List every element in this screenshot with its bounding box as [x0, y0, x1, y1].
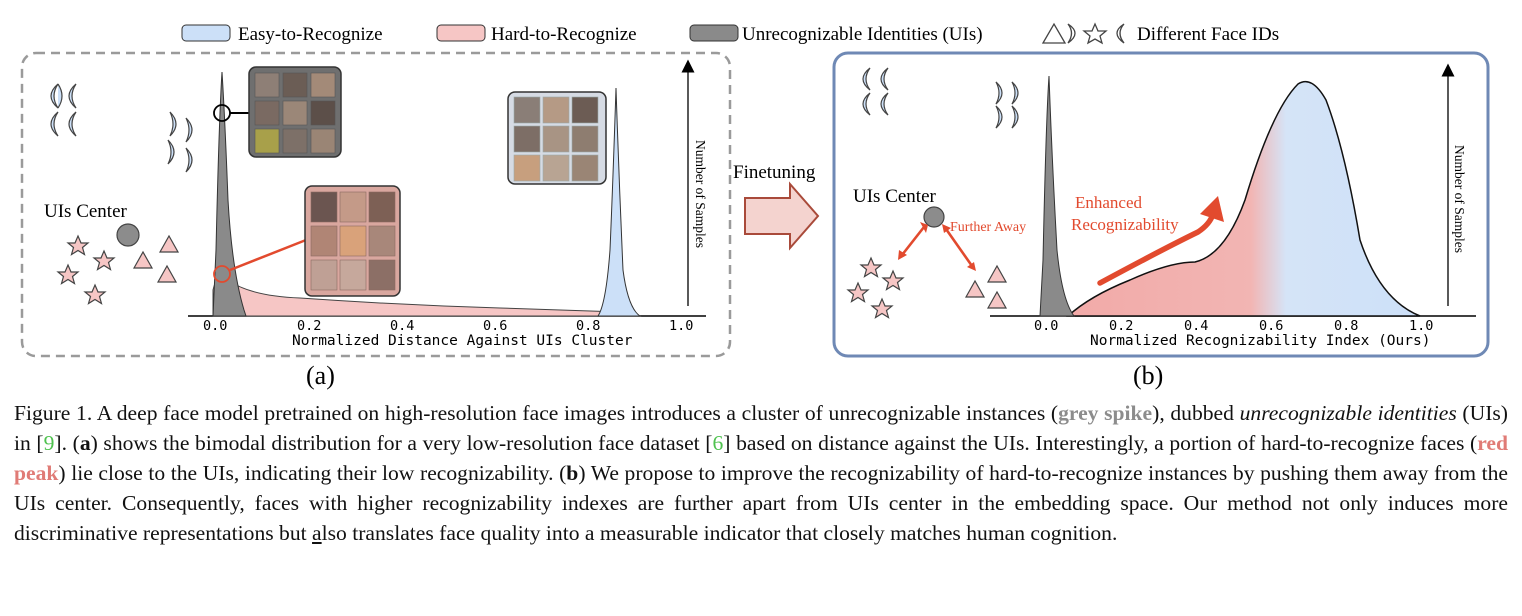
moon-cluster-a2 — [167, 111, 193, 173]
triangle-cluster-b — [964, 264, 1008, 309]
panel-a-red-marker — [213, 265, 231, 283]
panel-a-tick: 0.6 — [483, 318, 507, 334]
panel-a-tick: 0.4 — [390, 318, 414, 334]
panel-a-tick: 0.0 — [203, 318, 227, 334]
panel-b-enhanced-line1: Enhanced — [1075, 193, 1143, 212]
panel-b-y-label: Number of Samples — [1452, 145, 1467, 253]
panel-b-tick: 0.2 — [1109, 318, 1133, 334]
panel-b-enhanced-arrow — [1097, 211, 1216, 286]
caption-text: A deep face model pretrained on high-res… — [92, 401, 1059, 425]
panel-b-push-arrows — [898, 222, 976, 271]
panel-b: UIs Center Further Away Number of Sample… — [832, 51, 1490, 390]
finetuning-label: Finetuning — [733, 162, 816, 183]
caption-text: ), dubbed — [1152, 401, 1240, 425]
panel-b-tick: 1.0 — [1409, 318, 1433, 334]
caption-text: ) shows the bimodal distribution for a v… — [90, 431, 713, 455]
moon-cluster-b1 — [862, 67, 889, 116]
panel-a-ui-center-dot — [116, 223, 140, 247]
panel-a-hard-face-tiles — [310, 191, 396, 291]
figure-1: Easy-to-Recognize Hard-to-Recognize Unre… — [20, 22, 1490, 390]
panel-b-frame — [832, 51, 1490, 358]
panel-a-red-connector — [229, 238, 307, 272]
caption-figure-label: Figure 1. — [14, 401, 93, 425]
panel-a-easy-peak — [597, 87, 642, 317]
panel-b-sub-label: (b) — [1133, 361, 1163, 390]
legend: Easy-to-Recognize Hard-to-Recognize Unre… — [181, 22, 1279, 45]
panel-b-tick: 0.0 — [1034, 318, 1058, 334]
triangle-cluster-a — [132, 234, 180, 283]
panel-b-ticks: 0.0 0.2 0.4 0.6 0.8 1.0 — [1034, 318, 1433, 334]
moon-cluster-a1 — [50, 83, 77, 137]
panel-b-x-label: Normalized Recognizability Index (Ours) — [1090, 333, 1430, 349]
caption-text: (UIs) in [ — [14, 401, 1508, 455]
panel-a-ui-center-label: UIs Center — [44, 201, 128, 222]
panel-b-main-distribution — [1066, 80, 1421, 317]
caption-red-peak: red peak — [14, 431, 1508, 485]
panel-a-tick: 0.8 — [576, 318, 600, 334]
panel-b-ui-center-label: UIs Center — [853, 186, 937, 207]
panel-b-further-away: Further Away — [950, 220, 1026, 235]
panel-a-grey-face-tiles — [254, 72, 336, 154]
panel-b-enhanced-line2: Recognizability — [1071, 215, 1179, 234]
panel-a-tick: 0.2 — [297, 318, 321, 334]
panel-a-uis-spike — [212, 71, 247, 317]
legend-label-unrecognizable: Unrecognizable Identities (UIs) — [742, 24, 983, 45]
star-cluster-b — [846, 256, 905, 319]
panel-a-y-label: Number of Samples — [693, 140, 708, 248]
caption-grey-spike: grey spike — [1058, 401, 1153, 425]
star-cluster-a — [56, 234, 116, 305]
caption-text: lso translates face quality into a measu… — [321, 521, 1118, 545]
panel-b-enhanced-arrowhead — [1200, 196, 1224, 222]
panel-a-ticks: 0.0 0.2 0.4 0.6 0.8 1.0 — [203, 318, 693, 334]
caption-text: ] based on distance against the UIs. Int… — [723, 431, 1478, 455]
legend-swatch-hard — [436, 24, 486, 42]
finetuning-arrow: Finetuning — [733, 162, 820, 251]
face-id-shapes-icon — [1041, 22, 1125, 45]
legend-swatch-easy — [181, 24, 231, 42]
panel-a-frame — [20, 51, 732, 358]
finetuning-arrow-shape — [744, 181, 820, 251]
panel-a-sub-label: (a) — [306, 361, 335, 390]
caption-citation-6[interactable]: 6 — [712, 431, 724, 455]
moon-cluster-b2 — [995, 81, 1019, 129]
legend-label-easy: Easy-to-Recognize — [238, 24, 383, 45]
panel-b-tick: 0.6 — [1259, 318, 1283, 334]
caption-panel-a-ref: a — [79, 431, 91, 455]
panel-a-hard-area — [212, 272, 621, 317]
caption-text: ]. ( — [54, 431, 80, 455]
panel-a: UIs Center Number of Samples — [20, 51, 732, 390]
caption-panel-b-ref: b — [566, 461, 579, 485]
panel-b-tick: 0.8 — [1334, 318, 1358, 334]
legend-label-hard: Hard-to-Recognize — [491, 24, 637, 45]
legend-swatch-unrecognizable — [689, 24, 739, 42]
panel-b-uis-spike — [1039, 75, 1075, 317]
figure-caption: Figure 1. A deep face model pretrained o… — [14, 398, 1508, 548]
panel-b-tick: 0.4 — [1184, 318, 1208, 334]
panel-a-tick: 1.0 — [669, 318, 693, 334]
legend-label-face-ids: Different Face IDs — [1137, 24, 1279, 45]
caption-uis-term: unrecognizable identities — [1239, 401, 1457, 425]
caption-text: ) We propose to improve the recognizabil… — [14, 461, 1508, 545]
panel-a-x-label: Normalized Distance Against UIs Cluster — [292, 333, 633, 349]
caption-underlined-a: a — [312, 521, 322, 545]
panel-a-easy-face-tiles — [513, 96, 599, 182]
caption-text: ) lie close to the UIs, indicating their… — [58, 461, 567, 485]
panel-b-ui-center-dot — [923, 206, 945, 228]
caption-citation-9[interactable]: 9 — [43, 431, 55, 455]
